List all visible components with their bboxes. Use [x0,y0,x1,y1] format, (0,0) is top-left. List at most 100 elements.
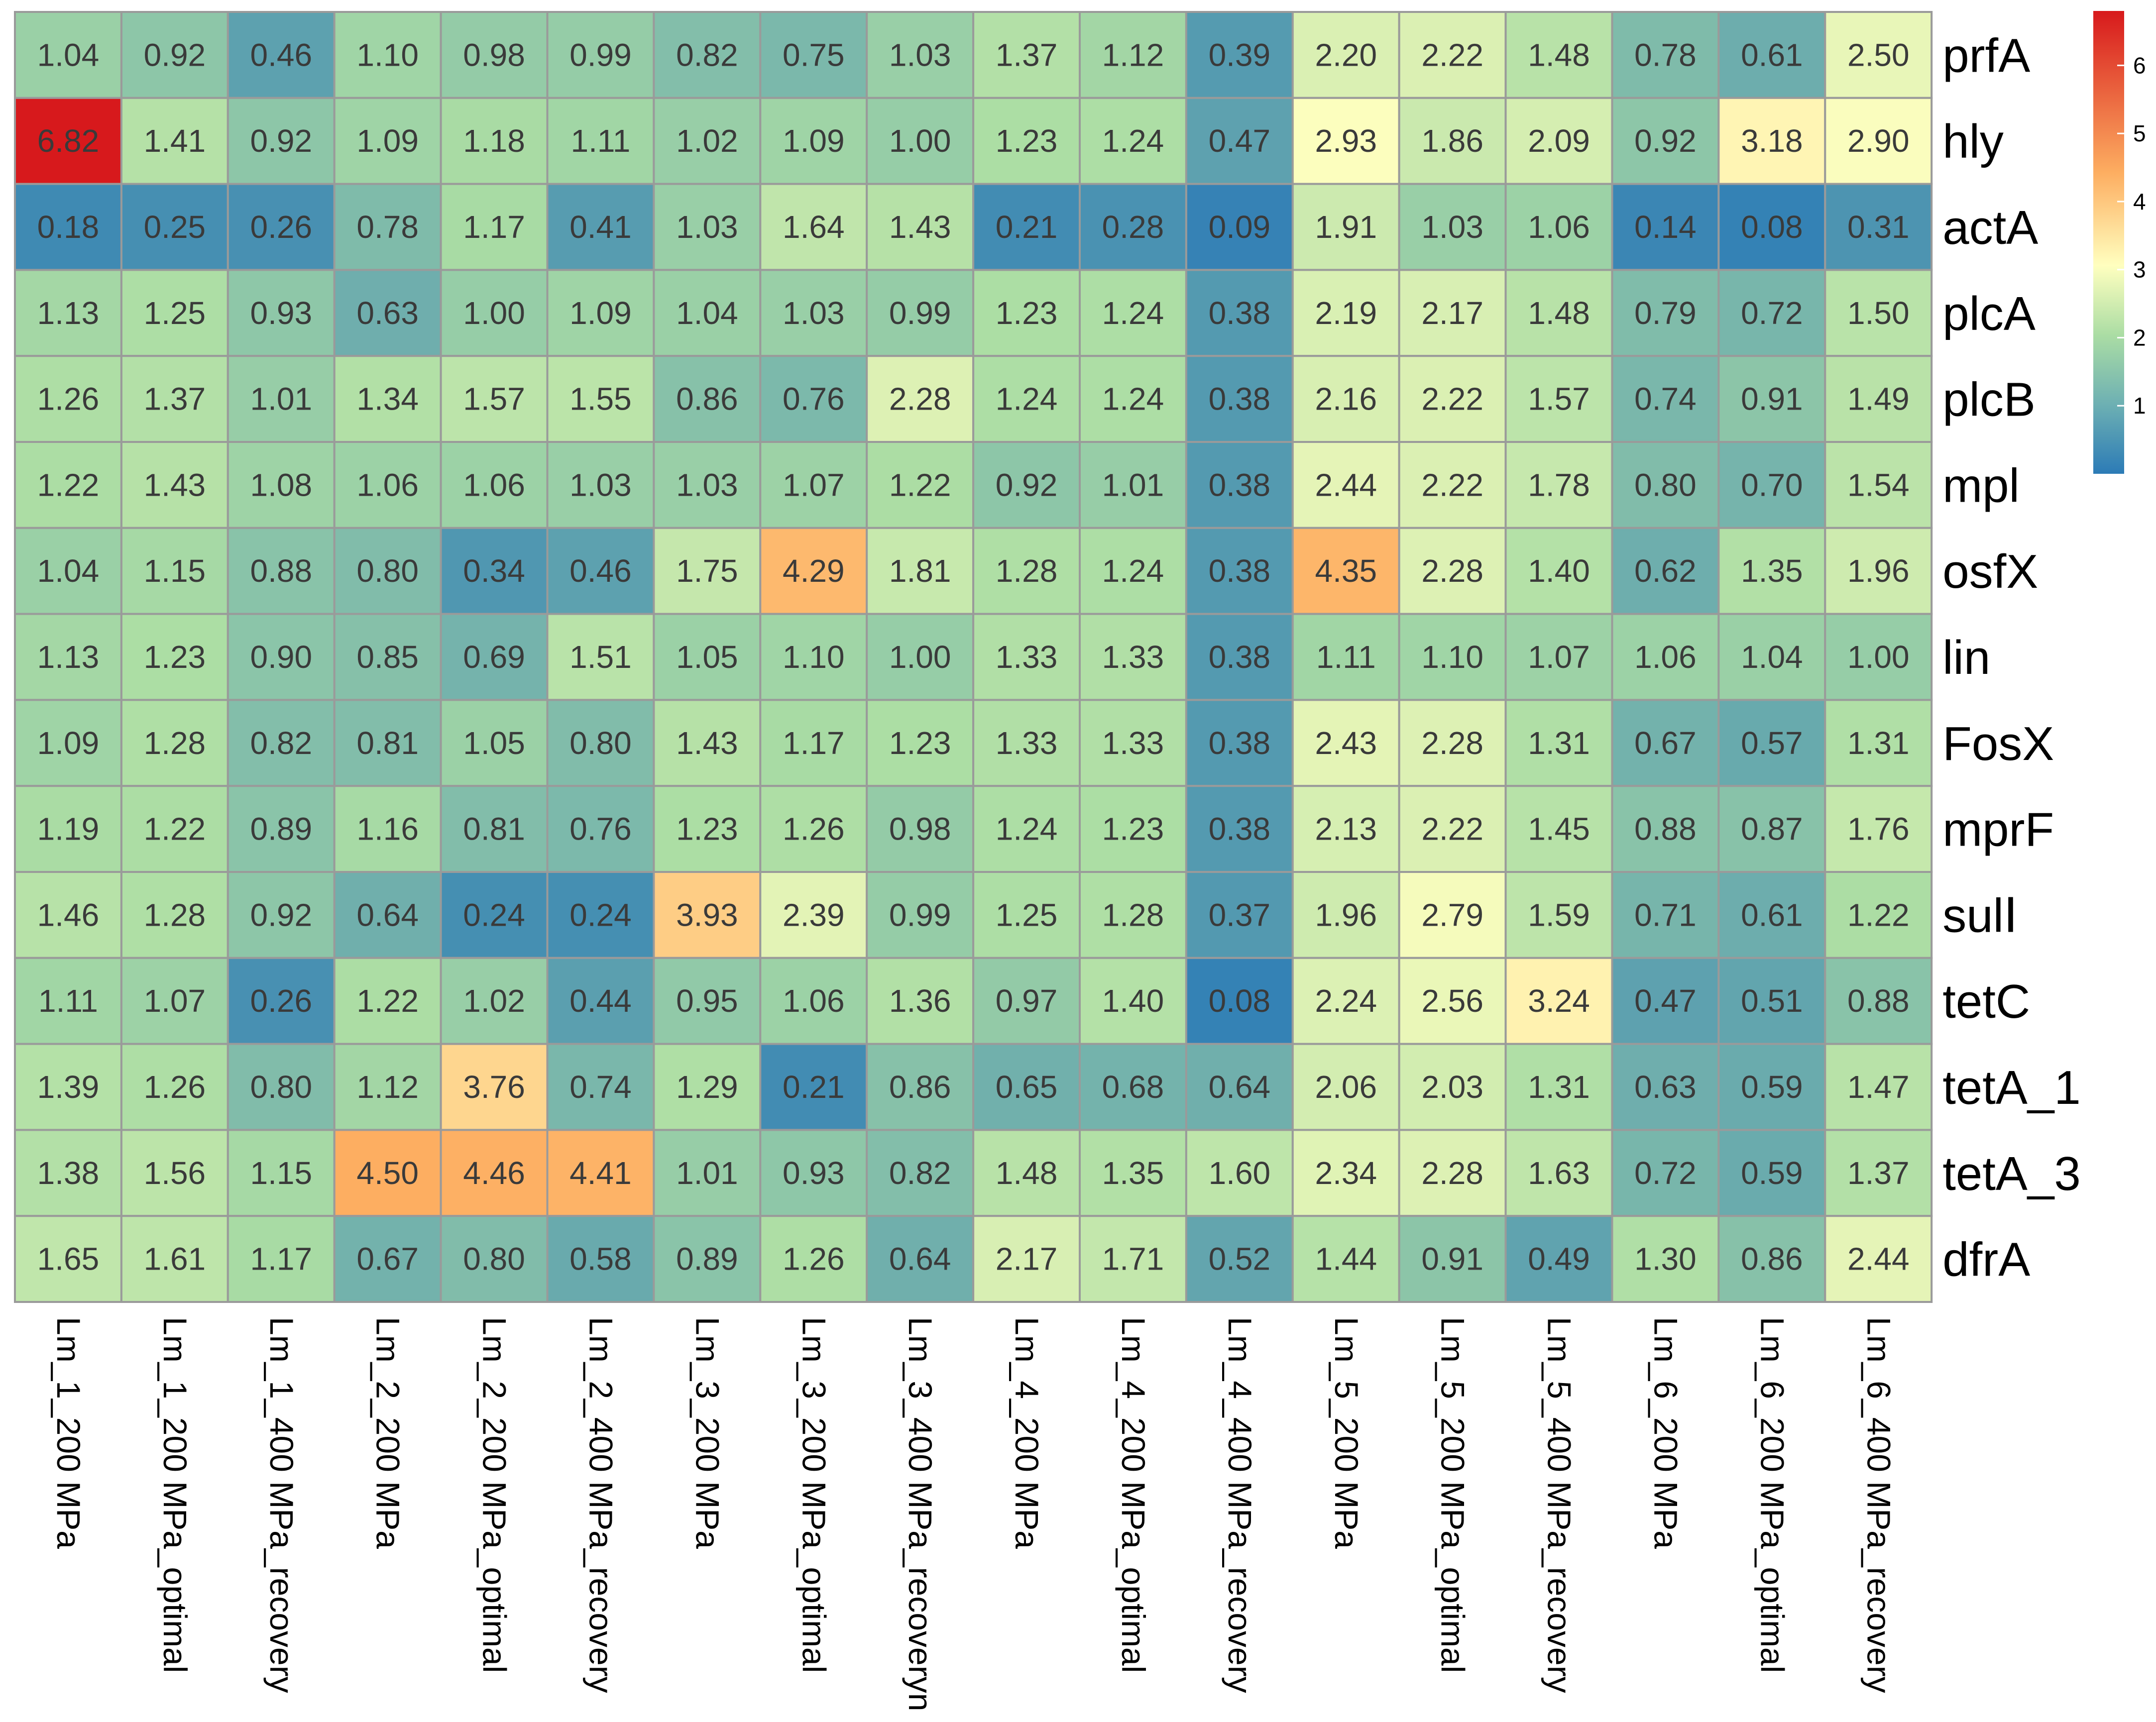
row-label: tetC [1942,975,2030,1028]
cell-value-label: 1.61 [144,1241,206,1277]
heatmap-cell [1504,441,1613,529]
cell-value-label: 1.26 [783,1241,845,1277]
cell-value-label: 0.38 [1209,381,1271,417]
cell-value-label: 1.10 [1421,639,1483,675]
cell-value-label: 1.03 [676,209,738,245]
heatmap-cell [1398,785,1507,873]
cell-value-label: 0.67 [356,1241,419,1277]
cell-value-label: 1.37 [996,37,1058,73]
column-label: Lm_2_200 MPa [370,1317,407,1549]
heatmap-cell [1824,1215,1933,1303]
cell-value-label: 2.13 [1315,811,1377,847]
cell-value-label: 0.38 [1209,725,1271,761]
cell-value-label: 1.00 [889,639,951,675]
cell-value-label: 1.37 [1847,1155,1910,1191]
cell-value-label: 0.38 [1209,295,1271,331]
heatmap-cell [1185,11,1294,99]
cell-value-label: 0.97 [996,983,1058,1019]
heatmap-cell [1717,785,1826,873]
cell-value-label: 2.28 [1421,1155,1483,1191]
cell-value-label: 0.59 [1741,1069,1803,1105]
cell-value-label: 0.39 [1209,37,1271,73]
cell-value-label: 2.22 [1421,811,1483,847]
cell-value-label: 1.33 [1102,639,1164,675]
cell-value-label: 0.85 [356,639,419,675]
heatmap-cell [440,355,549,443]
cell-value-label: 0.41 [569,209,632,245]
cell-value-label: 0.76 [783,381,845,417]
cell-value-label: 1.23 [144,639,206,675]
heatmap-cell [1185,1215,1294,1303]
heatmap-cell [333,785,442,873]
cell-value-label: 1.06 [1634,639,1697,675]
cell-value-label: 1.06 [463,467,525,503]
cell-value-label: 3.76 [463,1069,525,1105]
heatmap-cell [1611,871,1720,959]
cell-value-label: 2.24 [1315,983,1377,1019]
cell-value-label: 1.13 [37,639,100,675]
heatmap-cell [972,183,1081,271]
cell-value-label: 0.86 [889,1069,951,1105]
cell-value-label: 1.01 [250,381,312,417]
cell-value-label: 0.38 [1209,553,1271,589]
heatmap-cell [759,699,868,787]
heatmap-cell [866,957,975,1045]
cell-value-label: 0.63 [1634,1069,1697,1105]
cell-value-label: 1.34 [356,381,419,417]
color-legend: 1 2 3 4 5 6 [2093,11,2146,474]
cell-value-label: 1.22 [356,983,419,1019]
cell-value-label: 0.28 [1102,209,1164,245]
cell-value-label: 1.24 [1102,295,1164,331]
heatmap-cell [653,527,762,615]
column-label: Lm_1_200 MPa [50,1317,87,1549]
cell-value-label: 0.08 [1209,983,1271,1019]
cell-value-label: 1.43 [676,725,738,761]
cell-value-label: 1.46 [37,897,100,933]
heatmap-cell [866,613,975,701]
cell-value-label: 0.90 [250,639,312,675]
heatmap-cell [1717,1215,1826,1303]
cell-value-label: 1.33 [1102,725,1164,761]
cell-value-label: 1.81 [889,553,951,589]
heatmap-cell [440,613,549,701]
heatmap-cell [1079,785,1187,873]
cell-value-label: 1.03 [889,37,951,73]
heatmap-cell [14,699,122,787]
heatmap-cell [14,613,122,701]
heatmap-cell [546,1043,655,1131]
heatmap-cell [1611,11,1720,99]
cell-value-label: 0.93 [783,1155,845,1191]
cell-value-label: 1.38 [37,1155,100,1191]
heatmap-cell [1185,1129,1294,1217]
cell-value-label: 0.93 [250,295,312,331]
heatmap-cell [866,441,975,529]
cell-value-label: 1.26 [783,811,845,847]
heatmap-cell [1504,785,1613,873]
column-label: Lm_6_200 MPa_optimal [1754,1317,1791,1673]
cell-value-label: 2.22 [1421,37,1483,73]
cell-value-label: 0.65 [996,1069,1058,1105]
cell-value-label: 2.34 [1315,1155,1377,1191]
cell-value-label: 1.00 [463,295,525,331]
cell-value-label: 1.91 [1315,209,1377,245]
heatmap-cell [1504,1129,1613,1217]
cell-value-label: 1.02 [676,123,738,159]
heatmap-cell [1185,613,1294,701]
cell-value-label: 0.67 [1634,725,1697,761]
heatmap-cell [1291,957,1400,1045]
heatmap-cell [1717,441,1826,529]
heatmap-cell [440,269,549,357]
cell-value-label: 1.07 [144,983,206,1019]
cell-value-label: 1.25 [144,295,206,331]
heatmap-cell [1398,957,1507,1045]
heatmap-cell [1291,269,1400,357]
heatmap-cell [1185,527,1294,615]
heatmap-cell [1824,785,1933,873]
cell-value-label: 2.44 [1847,1241,1910,1277]
cell-value-label: 1.22 [889,467,951,503]
cell-value-label: 0.98 [463,37,525,73]
cell-value-label: 0.78 [1634,37,1697,73]
cell-value-label: 2.50 [1847,37,1910,73]
column-label: Lm_5_400 MPa_recovery [1541,1317,1578,1693]
heatmap-cell [1611,269,1720,357]
